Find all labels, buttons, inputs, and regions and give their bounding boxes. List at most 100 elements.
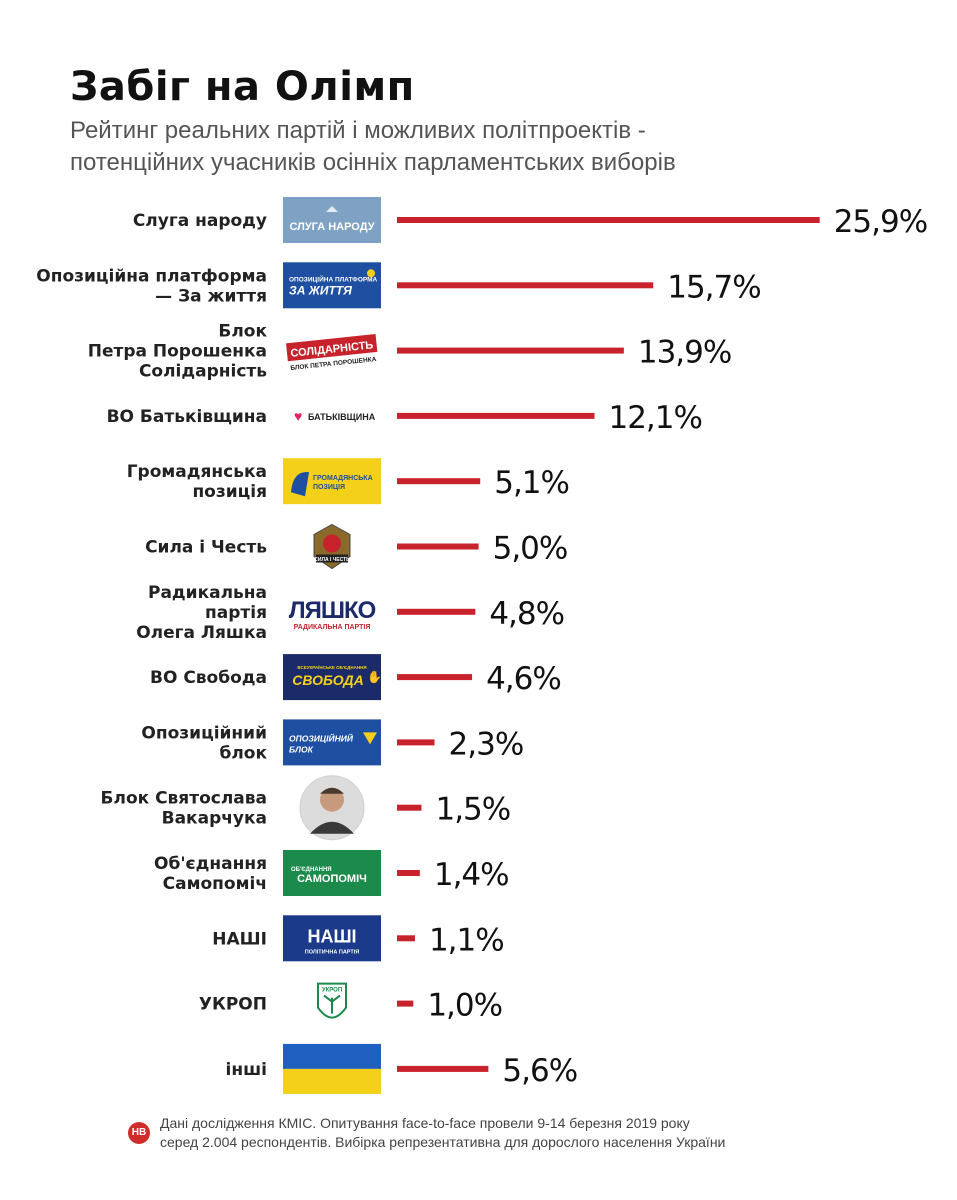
value-label: 5,1% [494,465,569,501]
svg-text:СЛУГА НАРОДУ: СЛУГА НАРОДУ [289,221,374,233]
svg-text:САМОПОМІЧ: САМОПОМІЧ [297,873,367,885]
sluha-narodu-logo-icon: СЛУГА НАРОДУ [283,197,381,243]
value-label: 12,1% [608,400,701,436]
svg-text:УКРОП: УКРОП [322,988,342,994]
svg-text:ОПОЗИЦІЙНИЙ: ОПОЗИЦІЙНИЙ [289,732,354,743]
footnote-line-2: серед 2.004 респондентів. Вибірка репрез… [160,1134,726,1150]
category-label-line: партія [205,603,267,623]
category-label-line: Блок [218,322,267,342]
category-label: ВО Свобода [150,668,267,688]
category-label-line: Сила і Честь [145,538,267,558]
category-label-line: Петра Порошенка [88,342,267,362]
value-label: 2,3% [449,726,524,762]
svg-text:✋: ✋ [367,670,382,684]
svg-text:♥: ♥ [294,408,302,424]
category-label: Сила і Честь [145,538,267,558]
bar [397,608,476,615]
svg-text:СВОБОДА: СВОБОДА [292,672,363,688]
ukrop-logo-icon: УКРОП [317,982,347,1019]
svg-text:ВСЕУКРАЇНСЬКЕ ОБ'ЄДНАННЯ: ВСЕУКРАЇНСЬКЕ ОБ'ЄДНАННЯ [297,664,366,670]
svg-text:БАТЬКІВЩИНА: БАТЬКІВЩИНА [308,412,376,422]
category-label-line: Вакарчука [162,809,267,829]
vakarchuk-photo [299,775,365,841]
category-label: інші [226,1060,267,1080]
nashi-logo-icon: НАШІ ПОЛІТИЧНА ПАРТІЯ [283,915,381,962]
ukraine-flag-icon [283,1043,381,1094]
bar [397,543,479,550]
category-label-line: НАШІ [212,929,267,949]
svg-text:СИЛА І ЧЕСТЬ: СИЛА І ЧЕСТЬ [314,557,350,563]
svoboda-logo-icon: ВСЕУКРАЇНСЬКЕ ОБ'ЄДНАННЯ СВОБОДА ✋ [283,654,382,701]
category-label-line: Радикальна [148,583,267,603]
party-rating-chart: Слуга народу СЛУГА НАРОДУ 25,9% Опозиційна … [36,197,928,1094]
category-label-line: позиція [192,482,267,502]
category-label-line: Олега Ляшка [136,623,267,643]
bar [397,739,435,746]
value-label: 5,6% [502,1053,577,1089]
value-label: 13,9% [638,335,731,371]
bar [397,1000,414,1007]
svg-text:ПОЛІТИЧНА ПАРТІЯ: ПОЛІТИЧНА ПАРТІЯ [305,949,360,955]
page-title: Забіг на Олімп [70,64,415,110]
syla-i-chest-logo-icon: СИЛА І ЧЕСТЬ [313,523,351,570]
category-label: Опозиційна платформа— За життя [36,266,267,306]
svg-text:НАШІ: НАШІ [307,926,356,946]
svg-text:ЛЯШКО: ЛЯШКО [289,597,376,624]
category-label: НАШІ [212,929,267,949]
category-label-line: блок [219,743,267,763]
footnote-line-1: Дані дослідження КМІС. Опитування face-t… [160,1115,690,1131]
value-label: 4,6% [486,661,561,697]
bar [397,347,624,354]
category-label-line: Опозиційна платформа [36,266,267,286]
value-label: 5,0% [493,531,568,567]
footnote: Дані дослідження КМІС. Опитування face-t… [160,1114,860,1152]
svg-text:РАДИКАЛЬНА ПАРТІЯ: РАДИКАЛЬНА ПАРТІЯ [294,624,371,631]
value-label: 1,4% [434,857,509,893]
value-label: 25,9% [834,204,927,240]
bar [397,935,415,942]
value-label: 1,5% [435,792,510,828]
bar [397,1065,489,1072]
category-label-line: Самопоміч [163,874,267,894]
value-label: 15,7% [667,269,760,305]
category-label-line: — За життя [155,286,267,306]
value-label: 1,0% [427,988,502,1024]
value-label: 1,1% [429,922,504,958]
category-label-line: УКРОП [199,995,267,1015]
svg-text:ЗА ЖИТТЯ: ЗА ЖИТТЯ [289,283,352,297]
category-label-line: Солідарність [139,362,267,382]
category-label-line: Громадянська [127,462,267,482]
value-label: 4,8% [489,596,564,632]
svg-text:ПОЗИЦІЯ: ПОЗИЦІЯ [313,484,345,491]
hromadianska-pozytsiia-logo-icon: ГРОМАДЯНСЬКА ПОЗИЦІЯ [283,458,381,505]
category-label-line: ВО Батьківщина [107,407,267,427]
svg-text:ОБ'ЄДНАННЯ: ОБ'ЄДНАННЯ [291,867,332,873]
category-label: Слуга народу [133,211,267,231]
category-label-line: ВО Свобода [150,668,267,688]
subtitle-line-1: Рейтинг реальних партій і можливих політ… [70,117,646,144]
svg-text:ГРОМАДЯНСЬКА: ГРОМАДЯНСЬКА [313,475,373,482]
bar [397,478,481,485]
category-label-line: Слуга народу [133,211,267,231]
category-label: ВО Батьківщина [107,407,267,427]
svg-text:БЛОК: БЛОК [289,744,314,754]
bar [397,804,422,811]
bar [397,412,595,419]
batkivshchyna-logo-icon: ♥ БАТЬКІВЩИНА [294,408,376,424]
category-label-line: Опозиційний [141,723,267,743]
category-label-line: Блок Святослава [101,789,267,809]
source-badge: НВ [128,1122,150,1144]
category-label-line: Об'єднання [154,854,267,874]
bar [397,282,654,289]
bar [397,217,820,223]
category-label: УКРОП [199,995,267,1015]
